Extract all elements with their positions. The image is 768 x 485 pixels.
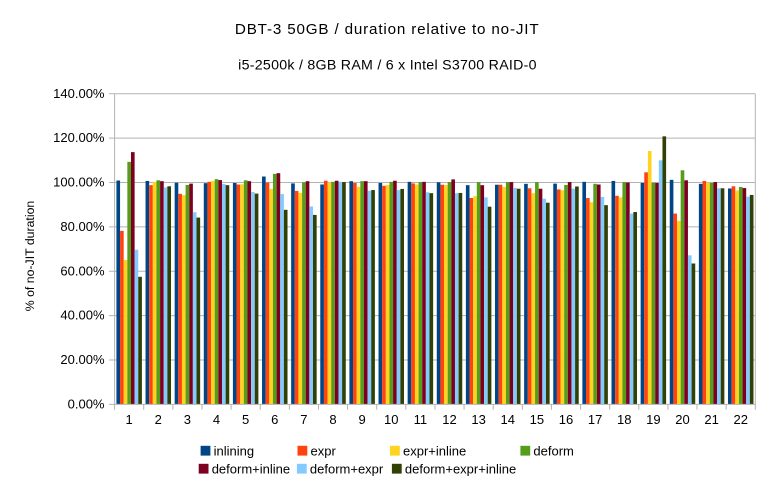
svg-text:7: 7 xyxy=(300,412,307,427)
svg-text:19: 19 xyxy=(646,412,660,427)
svg-text:2: 2 xyxy=(155,412,162,427)
svg-text:14: 14 xyxy=(501,412,515,427)
svg-text:15: 15 xyxy=(530,412,544,427)
svg-text:11: 11 xyxy=(414,412,428,427)
svg-text:140.00%: 140.00% xyxy=(53,86,105,101)
svg-text:deform: deform xyxy=(533,444,573,459)
svg-text:expr+inline: expr+inline xyxy=(403,444,466,459)
svg-text:60.00%: 60.00% xyxy=(60,263,105,278)
svg-text:21: 21 xyxy=(704,412,718,427)
svg-text:9: 9 xyxy=(359,412,366,427)
svg-text:DBT-3 50GB / duration relative: DBT-3 50GB / duration relative to no-JIT xyxy=(235,21,540,38)
svg-text:3: 3 xyxy=(184,412,191,427)
svg-text:5: 5 xyxy=(242,412,249,427)
svg-text:8: 8 xyxy=(329,412,336,427)
svg-text:0.00%: 0.00% xyxy=(68,396,105,411)
svg-text:i5-2500k / 8GB RAM / 6 x Intel: i5-2500k / 8GB RAM / 6 x Intel S3700 RAI… xyxy=(238,58,537,74)
svg-text:40.00%: 40.00% xyxy=(60,308,105,323)
svg-text:12: 12 xyxy=(442,412,456,427)
svg-text:100.00%: 100.00% xyxy=(53,175,105,190)
svg-text:6: 6 xyxy=(271,412,278,427)
svg-text:1: 1 xyxy=(126,412,133,427)
svg-text:deform+expr+inline: deform+expr+inline xyxy=(405,462,516,477)
svg-text:20.00%: 20.00% xyxy=(60,352,105,367)
svg-text:80.00%: 80.00% xyxy=(60,219,105,234)
svg-text:deform+expr: deform+expr xyxy=(310,462,384,477)
svg-text:deform+inline: deform+inline xyxy=(212,462,290,477)
svg-text:17: 17 xyxy=(588,412,602,427)
svg-text:10: 10 xyxy=(384,412,398,427)
svg-text:20: 20 xyxy=(675,412,689,427)
svg-text:4: 4 xyxy=(213,412,220,427)
svg-text:expr: expr xyxy=(311,444,337,459)
svg-text:22: 22 xyxy=(734,412,748,427)
svg-text:13: 13 xyxy=(471,412,485,427)
svg-text:inlining: inlining xyxy=(214,444,254,459)
svg-text:120.00%: 120.00% xyxy=(53,130,105,145)
svg-text:% of no-JIT duration: % of no-JIT duration xyxy=(23,201,37,312)
svg-text:18: 18 xyxy=(617,412,631,427)
svg-text:16: 16 xyxy=(559,412,573,427)
